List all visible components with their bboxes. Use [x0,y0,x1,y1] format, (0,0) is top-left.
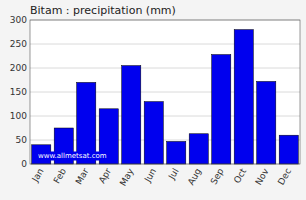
x-tick-label: Sep [209,166,226,186]
background [0,0,306,200]
watermark: www.allmetsat.com [37,152,108,161]
bar [234,30,253,164]
grid-line [30,68,300,69]
x-tick-label: Feb [52,166,69,185]
y-tick-label: 0 [21,159,27,169]
x-tick-label: Mar [74,166,91,186]
y-tick-label: 200 [10,63,27,73]
x-tick-label: Jan [30,167,46,185]
watermark-text: www.allmetsat.com [38,152,107,160]
bar [257,81,276,164]
plot-area [30,20,300,164]
y-tick-label: 300 [10,15,27,25]
bar [189,134,208,164]
x-tick-label: Jul [166,167,181,182]
bar [122,66,141,164]
x-tick-label: Nov [253,166,271,187]
y-tick-label: 150 [10,87,27,97]
bar [212,55,231,164]
x-tick-label: Dec [276,167,293,187]
y-tick-label: 50 [16,135,28,145]
x-tick-label: Oct [232,166,249,185]
chart: 0 50 100 150 200 250 300 Jan Feb Mar AprMay Jun Jul A… [0,0,306,200]
x-tick-label: Aug [186,167,203,187]
grid-line [30,44,300,45]
bar [279,135,298,164]
y-tick-label: 100 [10,111,27,121]
x-tick-label: Jun [142,167,158,185]
bar [144,102,163,164]
title: Bitam : precipitation (mm) [30,4,176,17]
x-tick-label: May [118,166,136,188]
watermark-bg [37,152,108,161]
plot-frame [30,20,300,164]
y-tick-label: 250 [10,39,27,49]
bar [167,141,186,164]
x-tick-label: Apr [97,166,114,185]
